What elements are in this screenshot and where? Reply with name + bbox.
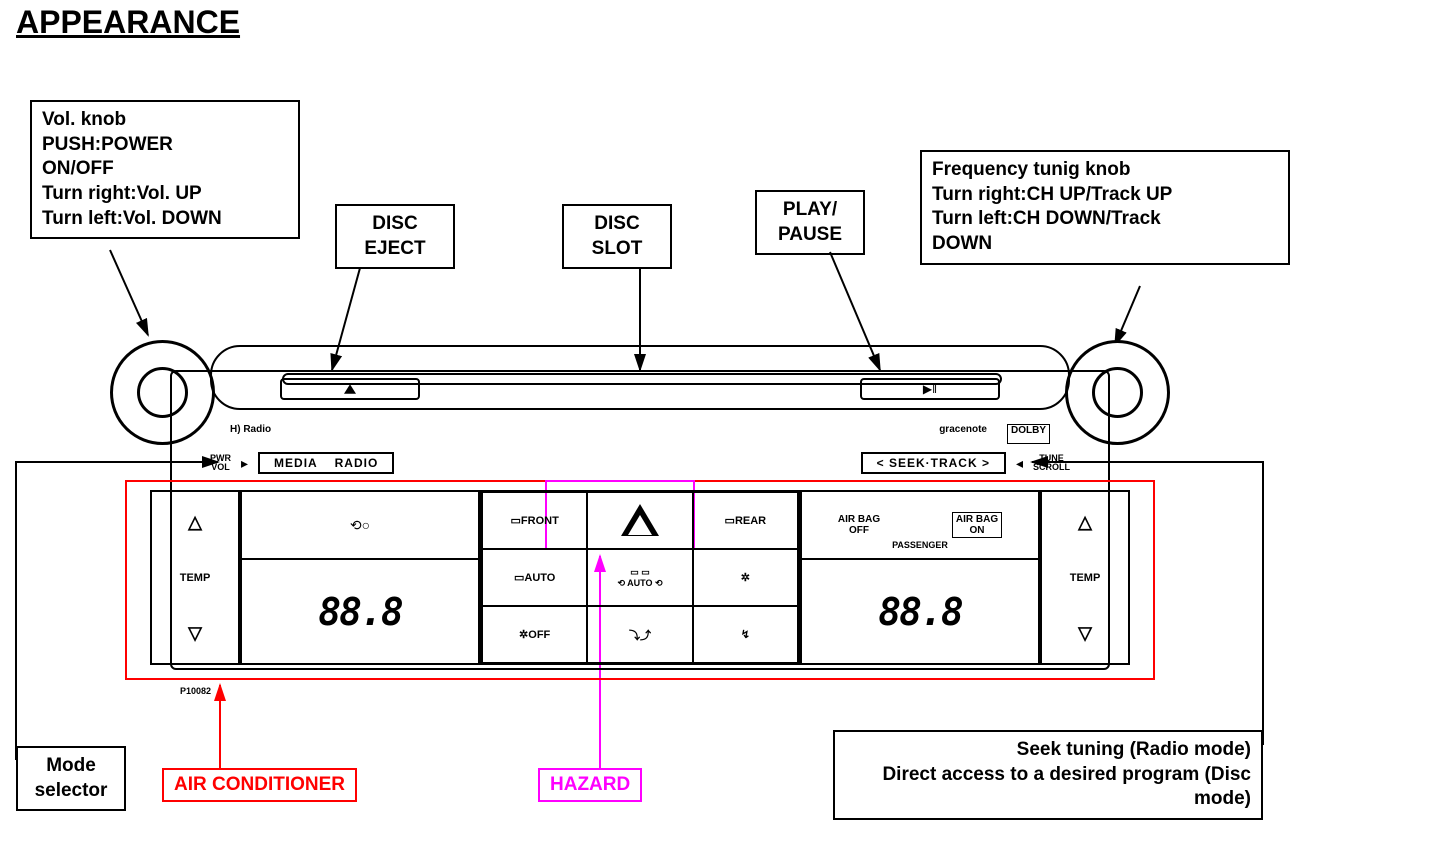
media-button[interactable]: MEDIA RADIO: [258, 452, 394, 474]
gracenote-logo: gracenote: [939, 424, 987, 444]
callout-vol-knob: Vol. knob PUSH:POWER ON/OFF Turn right:V…: [30, 100, 300, 239]
temp-label-right: TEMP: [1070, 572, 1101, 584]
temp-left-panel: △ TEMP ▽: [150, 490, 240, 665]
media-label: MEDIA: [274, 456, 317, 470]
temp-display-left: ⟲○ 88.8: [240, 490, 480, 665]
center-grid: ▭ FRONT ▭ REAR ▭AUTO ▭ ▭ ⟲ AUTO ⟲ ✲ ✲OFF…: [480, 490, 800, 665]
callout-disc-slot: DISC SLOT: [562, 204, 672, 269]
temp-label-left: TEMP: [180, 572, 211, 584]
temp-down-left[interactable]: ▽: [188, 623, 202, 644]
airbag-off-indicator: AIR BAG OFF: [838, 514, 880, 536]
arrow-vol-knob: [110, 250, 148, 335]
temp-down-right[interactable]: ▽: [1078, 623, 1092, 644]
temp-right-panel: △ TEMP ▽: [1040, 490, 1130, 665]
fan-button[interactable]: ✲: [693, 549, 798, 606]
recirculate-icon: ⟲○: [350, 517, 370, 534]
sync-button[interactable]: ▭ ▭ ⟲ AUTO ⟲: [587, 549, 692, 606]
media-row: PWR VOL ▸ MEDIA RADIO < SEEK·TRACK > ◂ T…: [210, 450, 1070, 476]
airbag-on-indicator: AIR BAG ON: [952, 512, 1002, 538]
pwr-vol-label: PWR VOL: [210, 454, 231, 472]
head-unit: ▶‖ H) Radio gracenote DOLBY PWR VOL ▸ ME…: [110, 330, 1170, 700]
tune-scroll-label: TUNE SCROLL: [1033, 454, 1070, 472]
callout-seek-tuning: Seek tuning (Radio mode) Direct access t…: [833, 730, 1263, 820]
temp-value-right: 88.8: [802, 560, 1038, 663]
callout-freq-knob: Frequency tunig knob Turn right:CH UP/Tr…: [920, 150, 1290, 265]
temp-up-left[interactable]: △: [188, 512, 202, 533]
temp-value-left: 88.8: [242, 560, 478, 663]
model-label: P10082: [180, 686, 211, 696]
radio-label: RADIO: [335, 456, 379, 470]
page-title: APPEARANCE: [16, 4, 240, 41]
label-air-conditioner: AIR CONDITIONER: [162, 768, 357, 802]
hd-radio-logo: H) Radio: [230, 424, 271, 444]
airflow-mode-button[interactable]: ⤵⤴: [587, 606, 692, 663]
right-info: AIR BAG OFF AIR BAG ON PASSENGER 88.8: [800, 490, 1040, 665]
hazard-icon: [621, 504, 659, 538]
front-defrost-button[interactable]: ▭ FRONT: [482, 492, 587, 549]
hazard-button[interactable]: [587, 492, 692, 549]
label-hazard: HAZARD: [538, 768, 642, 802]
rear-defrost-button[interactable]: ▭ REAR: [693, 492, 798, 549]
airflow-mode2-button[interactable]: ↯: [693, 606, 798, 663]
logo-row: H) Radio gracenote DOLBY: [230, 424, 1050, 444]
climate-controls: △ TEMP ▽ ⟲○ 88.8 ▭ FRONT ▭ REAR ▭AUTO: [150, 490, 1130, 665]
callout-mode-selector: Mode selector: [16, 746, 126, 811]
seek-track-button[interactable]: < SEEK·TRACK >: [861, 452, 1006, 474]
callout-disc-eject: DISC EJECT: [335, 204, 455, 269]
temp-up-right[interactable]: △: [1078, 512, 1092, 533]
auto-left-button[interactable]: ▭AUTO: [482, 549, 587, 606]
dolby-logo: DOLBY: [1007, 424, 1050, 444]
passenger-label: PASSENGER: [892, 540, 948, 550]
callout-play-pause: PLAY/ PAUSE: [755, 190, 865, 255]
off-button[interactable]: ✲OFF: [482, 606, 587, 663]
